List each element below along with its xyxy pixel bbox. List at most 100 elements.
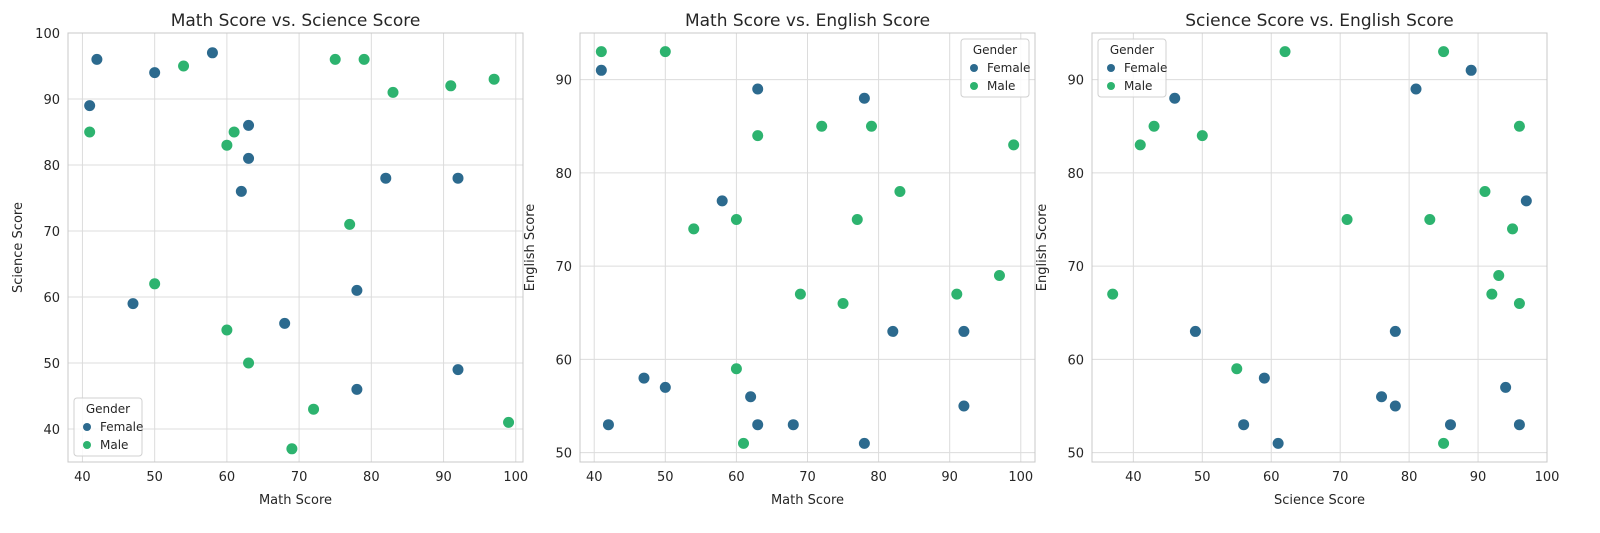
- data-point-female: [1389, 400, 1401, 412]
- x-tick-label: 90: [435, 470, 452, 485]
- x-axis-label: Math Score: [771, 493, 844, 508]
- data-point-male: [228, 126, 240, 138]
- data-point-male: [329, 53, 341, 65]
- data-point-female: [149, 67, 161, 79]
- y-axis-label: English Score: [1035, 204, 1050, 291]
- data-point-male: [730, 214, 742, 226]
- legend: Gender Female Male: [73, 397, 143, 457]
- data-point-male: [1196, 130, 1208, 142]
- data-point-male: [794, 288, 806, 300]
- data-point-male: [308, 403, 320, 415]
- x-tick-label: 80: [870, 470, 887, 485]
- legend-label-male: Male: [987, 79, 1015, 93]
- data-point-female: [351, 284, 363, 296]
- data-point-male: [894, 186, 906, 198]
- data-point-female: [279, 317, 291, 329]
- x-tick-label: 100: [503, 470, 528, 485]
- data-point-male: [865, 120, 877, 132]
- chart-panel-1: 40 50 60 70 80 90 100 40 50 60 70 80 90 100 Math Score…: [11, 11, 528, 508]
- data-point-male: [221, 324, 233, 336]
- legend-title: Gender: [86, 402, 130, 416]
- data-point-female: [1272, 437, 1284, 449]
- legend-label-male: Male: [1124, 79, 1152, 93]
- data-point-male: [1134, 139, 1146, 151]
- data-point-male: [503, 416, 515, 428]
- legend: Gender Female Male: [1097, 38, 1167, 98]
- data-point-female: [745, 391, 757, 403]
- y-tick-label: 40: [43, 423, 60, 438]
- data-point-female: [91, 53, 103, 65]
- data-point-male: [1107, 288, 1119, 300]
- y-tick-label: 90: [555, 74, 572, 89]
- data-point-female: [659, 381, 671, 393]
- data-point-male: [851, 214, 863, 226]
- legend-marker-female: [970, 64, 978, 72]
- x-tick-label: 60: [1263, 470, 1280, 485]
- data-point-female: [638, 372, 650, 384]
- legend-marker-female: [83, 423, 91, 431]
- x-tick-label: 50: [146, 470, 163, 485]
- data-point-female: [958, 325, 970, 337]
- data-point-male: [344, 218, 356, 230]
- data-point-female: [84, 100, 96, 112]
- legend-marker-male: [970, 82, 978, 90]
- data-point-female: [127, 298, 139, 310]
- data-point-male: [387, 86, 399, 98]
- legend-box: [1097, 38, 1167, 98]
- data-point-male: [659, 46, 671, 58]
- data-point-female: [1520, 195, 1532, 207]
- data-point-female: [452, 364, 464, 376]
- data-point-male: [1148, 120, 1160, 132]
- data-point-female: [243, 152, 255, 164]
- y-tick-label: 60: [555, 353, 572, 368]
- data-point-male: [837, 297, 849, 309]
- data-point-female: [602, 419, 614, 431]
- chart-title: Math Score vs. Science Score: [171, 11, 421, 31]
- y-axis-label: English Score: [523, 204, 538, 291]
- data-point-female: [1376, 391, 1388, 403]
- x-tick-label: 60: [219, 470, 236, 485]
- data-point-male: [1513, 120, 1525, 132]
- data-point-male: [1231, 363, 1243, 375]
- data-point-male: [445, 80, 457, 92]
- legend-label-male: Male: [100, 438, 128, 452]
- data-point-female: [1513, 419, 1525, 431]
- data-point-female: [716, 195, 728, 207]
- data-point-male: [951, 288, 963, 300]
- data-point-female: [1258, 372, 1270, 384]
- plot-frame: [579, 32, 1036, 463]
- legend-title: Gender: [1110, 43, 1154, 57]
- x-tick-label: 80: [1401, 470, 1418, 485]
- chart-title: Science Score vs. English Score: [1185, 11, 1453, 31]
- x-tick-label: 40: [586, 470, 603, 485]
- data-point-female: [1444, 419, 1456, 431]
- data-point-female: [752, 419, 764, 431]
- x-tick-label: 100: [1008, 470, 1033, 485]
- data-point-male: [752, 130, 764, 142]
- y-tick-label: 90: [1067, 74, 1084, 89]
- y-axis-label: Science Score: [11, 202, 26, 293]
- data-point-male: [358, 53, 370, 65]
- data-point-female: [235, 185, 247, 197]
- x-tick-label: 50: [657, 470, 674, 485]
- data-point-male: [738, 437, 750, 449]
- data-point-male: [149, 278, 161, 290]
- data-point-female: [858, 92, 870, 104]
- data-point-female: [958, 400, 970, 412]
- y-tick-label: 90: [43, 93, 60, 108]
- data-point-female: [452, 172, 464, 184]
- data-point-male: [688, 223, 700, 235]
- data-point-male: [1513, 297, 1525, 309]
- chart-title: Math Score vs. English Score: [685, 11, 930, 31]
- x-tick-label: 60: [728, 470, 745, 485]
- data-point-male: [595, 46, 607, 58]
- data-point-female: [1389, 325, 1401, 337]
- data-point-female: [1238, 419, 1250, 431]
- data-point-female: [787, 419, 799, 431]
- legend-label-female: Female: [100, 420, 143, 434]
- data-point-male: [1279, 46, 1291, 58]
- x-tick-label: 90: [941, 470, 958, 485]
- chart-panel-2: 40 50 60 70 80 90 100 50 60 70 80 90 Math Score vs. …: [523, 11, 1036, 508]
- x-tick-label: 40: [74, 470, 91, 485]
